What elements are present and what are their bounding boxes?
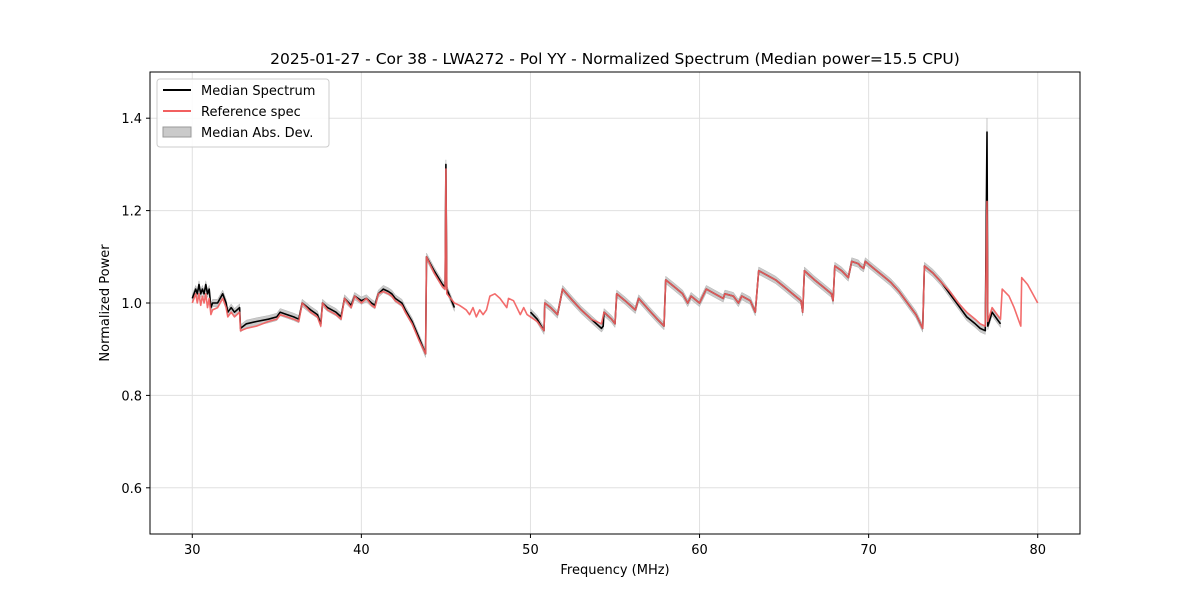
- tick-layer: 30 40 50 60 70 80 0.6 0.8 1.0 1.2 1.4: [121, 112, 1046, 558]
- mad-band: [530, 118, 1001, 336]
- mad-band: [192, 159, 455, 358]
- y-tick-label: 1.2: [121, 205, 142, 220]
- x-tick-label: 40: [353, 543, 370, 558]
- x-axis-title: Frequency (MHz): [560, 563, 669, 578]
- y-tick-label: 1.0: [121, 297, 142, 312]
- series-layer: [191, 131, 1039, 355]
- y-axis-title: Normalized Power: [98, 244, 113, 362]
- reference-spec-line: [191, 168, 1039, 355]
- x-tick-label: 60: [691, 543, 708, 558]
- legend-label-mad: Median Abs. Dev.: [201, 126, 313, 141]
- y-tick-label: 1.4: [121, 112, 142, 127]
- mad-band-layer: [192, 118, 1001, 358]
- legend-box: [156, 78, 330, 148]
- legend: Median Spectrum Reference spec Median Ab…: [156, 78, 330, 148]
- chart-title: 2025-01-27 - Cor 38 - LWA272 - Pol YY - …: [270, 50, 960, 68]
- y-tick-label: 0.8: [121, 389, 142, 404]
- x-tick-label: 80: [1029, 543, 1046, 558]
- x-tick-label: 30: [184, 543, 201, 558]
- x-tick-label: 50: [522, 543, 539, 558]
- y-tick-label: 0.6: [121, 482, 142, 497]
- legend-swatch-mad: [162, 126, 192, 138]
- x-tick-label: 70: [860, 543, 877, 558]
- legend-label-median: Median Spectrum: [201, 84, 315, 99]
- legend-label-reference: Reference spec: [201, 105, 301, 120]
